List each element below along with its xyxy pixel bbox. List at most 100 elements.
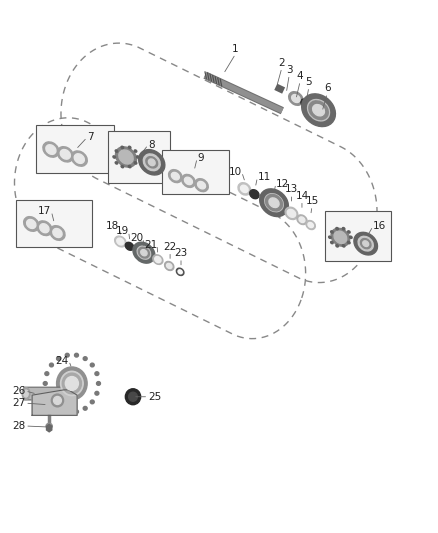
Ellipse shape — [165, 262, 174, 270]
Ellipse shape — [128, 165, 131, 168]
Ellipse shape — [46, 145, 56, 155]
Ellipse shape — [308, 222, 314, 228]
Ellipse shape — [313, 104, 325, 116]
Ellipse shape — [139, 150, 165, 175]
Ellipse shape — [334, 231, 347, 244]
Ellipse shape — [115, 162, 118, 164]
Bar — [36, 125, 114, 173]
Ellipse shape — [250, 190, 259, 199]
Ellipse shape — [40, 224, 49, 233]
Ellipse shape — [133, 242, 155, 263]
Ellipse shape — [57, 357, 60, 360]
Text: 10: 10 — [229, 167, 242, 177]
Ellipse shape — [51, 394, 64, 407]
Ellipse shape — [292, 94, 300, 102]
Ellipse shape — [125, 389, 141, 405]
Ellipse shape — [348, 231, 350, 233]
Text: 5: 5 — [306, 77, 312, 87]
Ellipse shape — [269, 198, 279, 207]
Ellipse shape — [178, 270, 182, 274]
Polygon shape — [32, 390, 77, 415]
Bar — [108, 131, 170, 183]
Ellipse shape — [138, 247, 149, 258]
Ellipse shape — [65, 353, 69, 357]
Text: 8: 8 — [148, 140, 155, 150]
Ellipse shape — [49, 400, 53, 404]
Ellipse shape — [96, 382, 100, 385]
Ellipse shape — [71, 151, 87, 166]
Ellipse shape — [358, 236, 373, 251]
Ellipse shape — [169, 169, 182, 183]
Ellipse shape — [177, 268, 184, 276]
Ellipse shape — [137, 156, 139, 158]
Ellipse shape — [350, 236, 352, 238]
Ellipse shape — [238, 183, 251, 195]
Ellipse shape — [336, 245, 339, 247]
Text: 13: 13 — [285, 184, 298, 194]
Ellipse shape — [27, 220, 36, 229]
Text: 7: 7 — [87, 132, 94, 142]
Ellipse shape — [141, 249, 147, 256]
Ellipse shape — [134, 162, 137, 164]
Ellipse shape — [50, 225, 65, 240]
Ellipse shape — [53, 229, 62, 238]
Text: 21: 21 — [144, 240, 157, 249]
Ellipse shape — [83, 357, 87, 360]
Text: 12: 12 — [276, 179, 289, 189]
Ellipse shape — [74, 154, 85, 164]
Ellipse shape — [285, 207, 298, 220]
Ellipse shape — [74, 410, 78, 414]
Ellipse shape — [155, 256, 161, 263]
Ellipse shape — [153, 255, 163, 264]
Ellipse shape — [95, 391, 99, 395]
Ellipse shape — [146, 157, 158, 168]
Text: 16: 16 — [373, 221, 386, 231]
Ellipse shape — [22, 387, 30, 399]
Ellipse shape — [129, 392, 138, 401]
Ellipse shape — [95, 372, 99, 375]
Bar — [16, 199, 92, 247]
Ellipse shape — [45, 391, 49, 395]
Ellipse shape — [37, 221, 52, 236]
Ellipse shape — [331, 228, 350, 246]
Text: 17: 17 — [38, 206, 51, 216]
Ellipse shape — [287, 209, 296, 217]
Ellipse shape — [62, 373, 81, 394]
Ellipse shape — [331, 231, 333, 233]
Ellipse shape — [115, 236, 126, 247]
Ellipse shape — [117, 238, 124, 245]
Ellipse shape — [265, 195, 283, 211]
Text: 23: 23 — [174, 248, 187, 258]
Text: 14: 14 — [295, 191, 309, 200]
Ellipse shape — [148, 159, 155, 166]
Text: 19: 19 — [115, 227, 129, 237]
Ellipse shape — [297, 215, 307, 224]
Ellipse shape — [171, 172, 179, 180]
Bar — [162, 150, 229, 194]
Ellipse shape — [57, 367, 87, 400]
Ellipse shape — [328, 236, 331, 238]
Ellipse shape — [134, 150, 137, 152]
Ellipse shape — [260, 189, 288, 216]
Ellipse shape — [113, 156, 116, 158]
Text: 18: 18 — [105, 221, 119, 231]
Ellipse shape — [115, 150, 118, 152]
Ellipse shape — [49, 363, 53, 367]
Ellipse shape — [90, 363, 94, 367]
Ellipse shape — [90, 400, 94, 404]
Ellipse shape — [57, 147, 73, 162]
Ellipse shape — [309, 101, 328, 119]
Ellipse shape — [143, 154, 160, 171]
Text: 4: 4 — [297, 71, 304, 81]
Ellipse shape — [60, 371, 83, 395]
Ellipse shape — [360, 239, 371, 249]
Text: 20: 20 — [130, 233, 143, 243]
Text: 11: 11 — [258, 172, 271, 182]
Ellipse shape — [307, 100, 329, 121]
Ellipse shape — [306, 221, 315, 230]
Ellipse shape — [289, 92, 303, 106]
Ellipse shape — [128, 146, 131, 149]
Ellipse shape — [299, 217, 305, 223]
Text: 6: 6 — [324, 83, 331, 93]
Ellipse shape — [348, 241, 350, 244]
